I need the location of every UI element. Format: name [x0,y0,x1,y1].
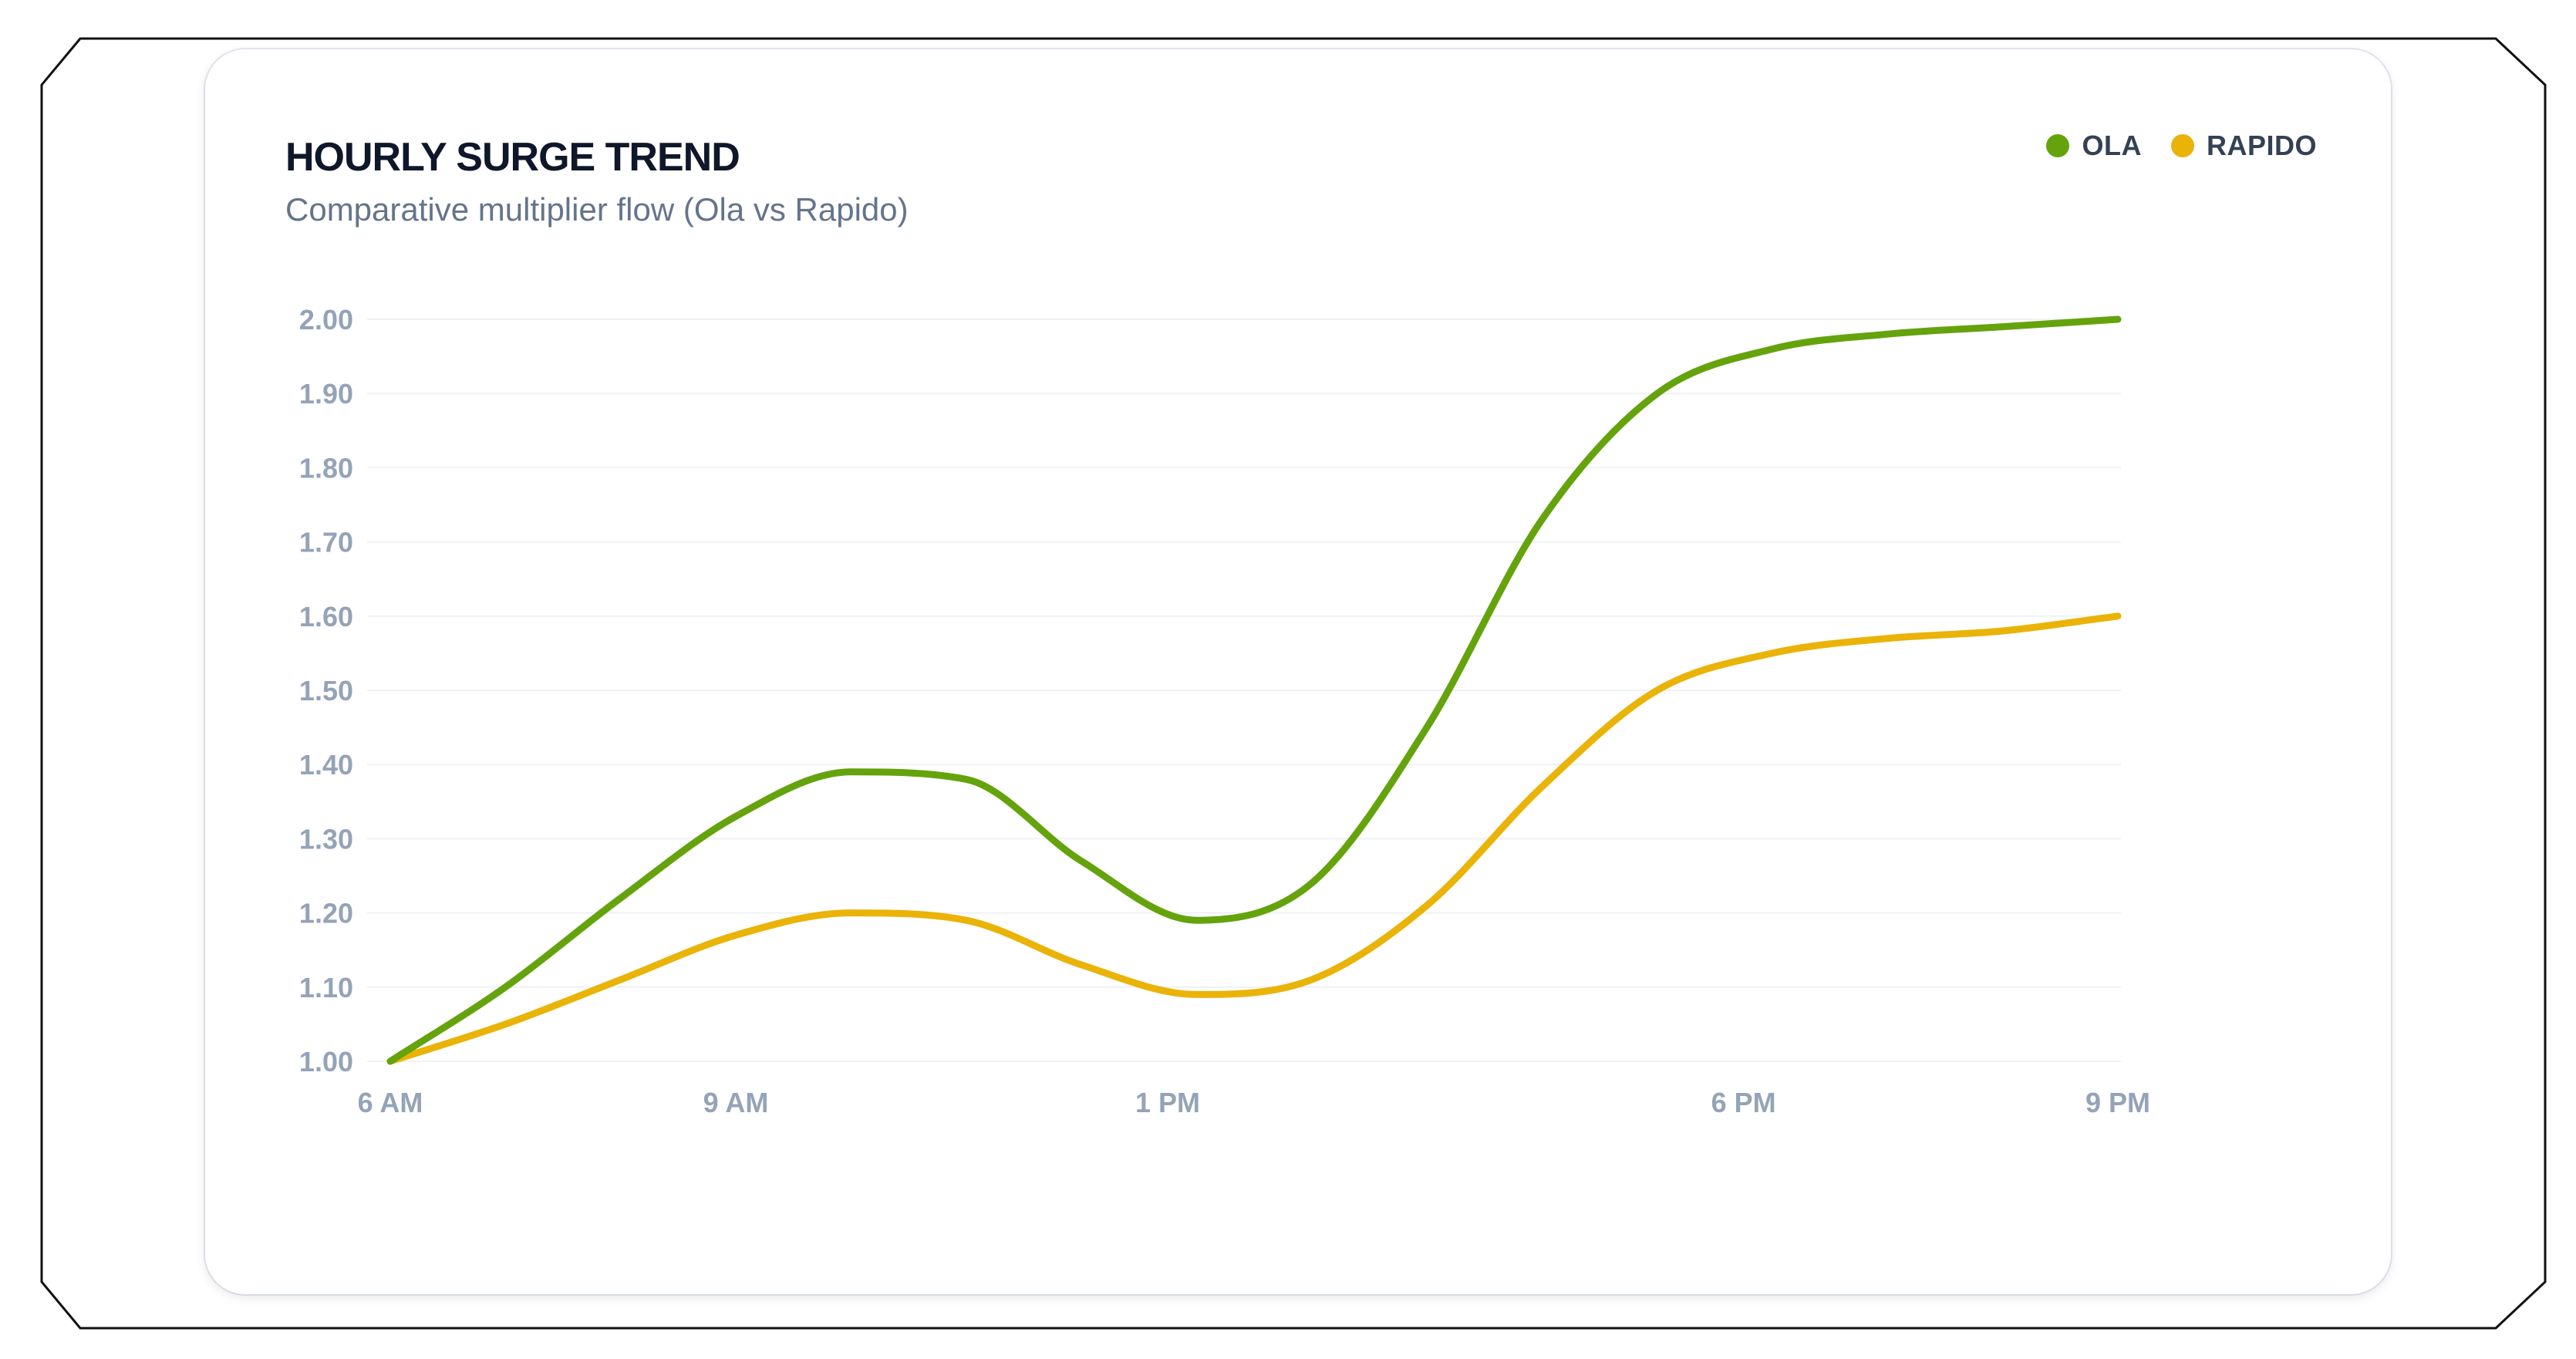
y-tick-label: 1.00 [299,1046,353,1077]
x-tick-label: 6 PM [1711,1087,1776,1118]
x-tick-label: 6 AM [358,1087,423,1118]
x-tick-label: 9 AM [703,1087,769,1118]
series-layer [386,315,2122,1065]
y-tick-label: 1.70 [299,527,353,558]
y-tick-label: 1.30 [299,823,353,855]
y-tick-label: 1.50 [299,675,353,706]
y-tick-label: 2.00 [299,304,353,336]
y-tick-label: 1.20 [299,898,353,929]
legend-label-ola: OLA [2082,130,2142,161]
x-axis-ticks: 6 AM 9 AM 1 PM 6 PM 9 PM [358,1087,2150,1118]
legend-item-rapido[interactable]: RAPIDO [2170,130,2317,162]
series-line-rapido [386,612,2122,1065]
line-chart: 1.00 1.10 1.20 1.30 1.40 1.50 1.60 1.70 1.80 1.90… [299,304,2150,1118]
legend-dot-rapido [2170,134,2194,157]
series-line-ola [386,315,2122,1065]
y-tick-label: 1.60 [299,601,353,632]
chart-card: HOURLY SURGE TREND Comparative multiplie… [205,49,2391,1294]
y-tick-label: 1.40 [299,749,353,781]
x-tick-label: 9 PM [2085,1087,2150,1118]
y-axis-ticks: 1.00 1.10 1.20 1.30 1.40 1.50 1.60 1.70 1.80 1.90… [299,304,353,1077]
y-tick-label: 1.90 [299,378,353,410]
chart-subtitle: Comparative multiplier flow (Ola vs Rapi… [285,191,909,228]
x-tick-label: 1 PM [1135,1087,1200,1118]
legend-label-rapido: RAPIDO [2206,130,2317,161]
chart-legend: OLA RAPIDO [2046,130,2317,162]
y-tick-label: 1.10 [299,972,353,1003]
y-tick-label: 1.80 [299,452,353,484]
chart-title: HOURLY SURGE TREND [285,135,740,180]
legend-dot-ola [2046,134,2070,157]
legend-item-ola[interactable]: OLA [2046,130,2142,162]
grid-layer [367,319,2121,1062]
